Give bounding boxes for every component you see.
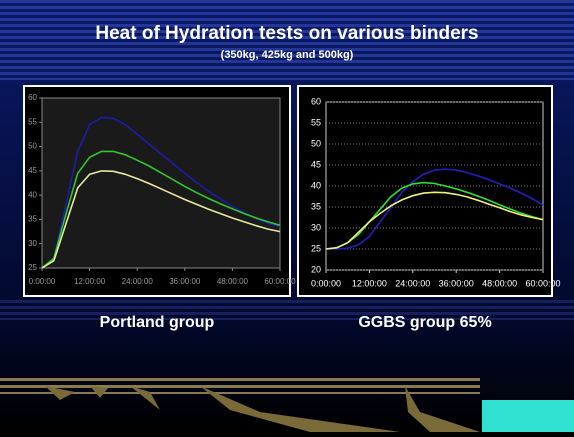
y-tick-label: 60 (311, 96, 321, 106)
y-tick-label: 45 (311, 159, 321, 169)
y-tick-label: 35 (311, 201, 321, 211)
page: Heat of Hydration tests on various binde… (0, 0, 574, 437)
y-tick-label: 35 (28, 215, 37, 224)
x-tick-label: 36:00:00 (439, 278, 474, 288)
y-tick-label: 25 (28, 263, 37, 272)
y-tick-label: 60 (28, 93, 37, 102)
y-tick-label: 30 (28, 239, 37, 248)
x-tick-label: 24:00:00 (122, 277, 154, 286)
x-tick-label: 12:00:00 (74, 277, 106, 286)
x-tick-label: 60:00:00 (264, 277, 296, 286)
x-tick-label: 48:00:00 (482, 278, 517, 288)
y-tick-label: 20 (311, 264, 321, 274)
slide-title: Heat of Hydration tests on various binde… (95, 23, 478, 44)
y-tick-label: 40 (311, 180, 321, 190)
x-tick-label: 36:00:00 (169, 277, 201, 286)
x-tick-label: 12:00:00 (352, 278, 387, 288)
x-tick-label: 48:00:00 (217, 277, 249, 286)
y-tick-label: 45 (28, 166, 37, 175)
slide: Heat of Hydration tests on various binde… (0, 0, 574, 432)
y-tick-label: 40 (28, 190, 37, 199)
y-tick-label: 55 (311, 117, 321, 127)
slide-subtitle: (350kg, 425kg and 500kg) (221, 49, 354, 61)
y-tick-label: 50 (311, 138, 321, 148)
y-tick-label: 25 (311, 243, 321, 253)
x-tick-label: 24:00:00 (395, 278, 430, 288)
y-tick-label: 50 (28, 142, 37, 151)
x-tick-label: 0:00:00 (29, 277, 56, 286)
y-tick-label: 30 (311, 222, 321, 232)
chart-caption: Portland group (100, 314, 215, 331)
plot-area (42, 98, 280, 268)
x-tick-label: 60:00:00 (525, 278, 560, 288)
x-tick-label: 0:00:00 (311, 278, 341, 288)
chart-caption: GGBS group 65% (358, 314, 491, 331)
y-tick-label: 55 (28, 117, 37, 126)
